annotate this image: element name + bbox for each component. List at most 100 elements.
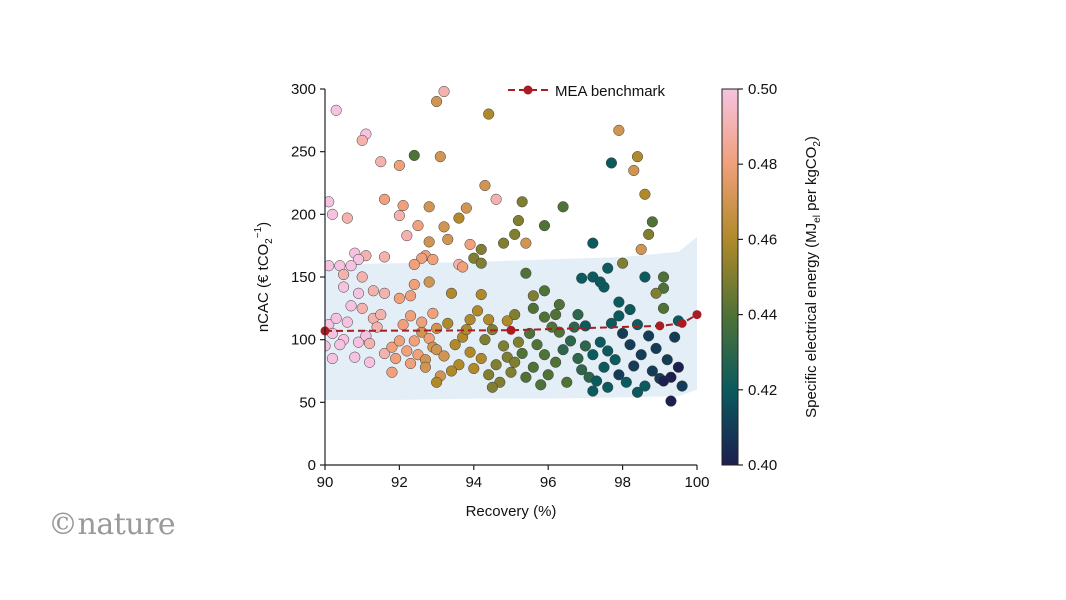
data-point — [401, 230, 413, 242]
data-point — [378, 251, 391, 263]
data-point — [594, 276, 606, 288]
data-point — [657, 271, 670, 283]
x-tick-label: 90 — [317, 474, 334, 491]
data-point — [509, 309, 521, 321]
colorbar-tick-label: 0.44 — [748, 307, 777, 324]
colorbar-label: Specific electrical energy (MJel per kgC… — [803, 136, 823, 418]
colorbar-tick-label: 0.50 — [748, 81, 777, 98]
data-point — [397, 319, 409, 331]
data-point — [326, 208, 338, 220]
data-point — [438, 221, 450, 233]
data-point — [408, 278, 420, 291]
data-point — [613, 310, 625, 322]
data-point — [375, 156, 387, 168]
colorbar-tick-label: 0.48 — [748, 156, 777, 173]
data-point — [408, 258, 420, 271]
data-point — [408, 335, 420, 347]
data-point — [527, 290, 539, 302]
data-point — [620, 376, 632, 388]
y-tick-label: 300 — [291, 81, 316, 98]
data-point — [427, 307, 439, 319]
data-point — [486, 381, 498, 393]
data-point — [572, 352, 584, 365]
data-point — [676, 380, 688, 392]
data-point — [576, 272, 588, 284]
data-point — [471, 305, 484, 317]
data-point — [438, 85, 450, 98]
data-point — [405, 310, 417, 322]
data-point — [330, 312, 342, 324]
data-point — [602, 345, 614, 357]
data-point — [341, 316, 353, 328]
data-point — [445, 287, 458, 299]
data-point — [650, 342, 662, 354]
data-point — [509, 228, 521, 240]
data-point — [352, 287, 365, 299]
data-point — [352, 253, 365, 266]
benchmark-point — [506, 325, 516, 335]
data-point — [378, 347, 391, 360]
data-point — [594, 336, 606, 348]
colorbar-tick-label: 0.40 — [748, 457, 777, 474]
y-tick-label: 0 — [308, 457, 316, 474]
data-point — [326, 352, 338, 365]
data-point — [345, 300, 357, 312]
data-point — [442, 233, 454, 245]
data-point — [419, 361, 431, 373]
axes: 90 92 94 96 98 100 0 50 100 150 200 250 300 — [291, 81, 710, 491]
data-point — [434, 151, 446, 163]
data-point — [390, 352, 402, 365]
data-point — [475, 257, 487, 269]
data-point — [538, 285, 551, 297]
data-point — [405, 357, 417, 370]
data-point — [401, 345, 413, 357]
data-point — [427, 253, 439, 266]
x-axis-label: Recovery (%) — [466, 503, 557, 520]
x-tick-label: 96 — [540, 474, 557, 491]
data-point — [416, 252, 428, 264]
data-point — [442, 317, 454, 329]
data-point — [613, 296, 625, 308]
data-point — [453, 359, 465, 371]
data-point — [364, 356, 376, 368]
data-point — [356, 271, 368, 283]
data-point — [631, 151, 644, 163]
data-point — [490, 359, 502, 371]
data-point — [475, 243, 487, 255]
data-point — [628, 164, 640, 177]
data-point — [423, 201, 435, 213]
data-point — [345, 260, 357, 272]
data-point — [538, 220, 551, 232]
data-point — [464, 314, 476, 326]
data-point — [334, 339, 346, 351]
benchmark-point — [692, 310, 702, 320]
data-point — [520, 237, 532, 249]
data-point — [665, 395, 677, 407]
data-point — [341, 212, 353, 224]
data-point — [579, 340, 591, 352]
legend-marker — [523, 85, 533, 95]
data-point — [378, 193, 391, 205]
data-point — [431, 376, 443, 388]
data-point — [423, 236, 435, 248]
data-point — [546, 321, 558, 333]
data-point — [457, 261, 469, 273]
data-point — [512, 215, 524, 227]
data-point — [613, 369, 625, 381]
data-point — [591, 375, 603, 387]
data-point — [325, 260, 335, 272]
data-point — [557, 344, 569, 356]
data-point — [375, 309, 387, 321]
data-point — [605, 157, 617, 169]
data-point — [475, 352, 487, 365]
data-point — [338, 268, 350, 281]
data-point — [386, 366, 398, 378]
data-point — [393, 210, 405, 222]
data-point — [550, 309, 562, 321]
data-point — [561, 376, 573, 388]
data-point — [512, 336, 524, 348]
data-point — [393, 292, 405, 304]
data-point — [657, 302, 670, 314]
data-point — [538, 349, 551, 361]
